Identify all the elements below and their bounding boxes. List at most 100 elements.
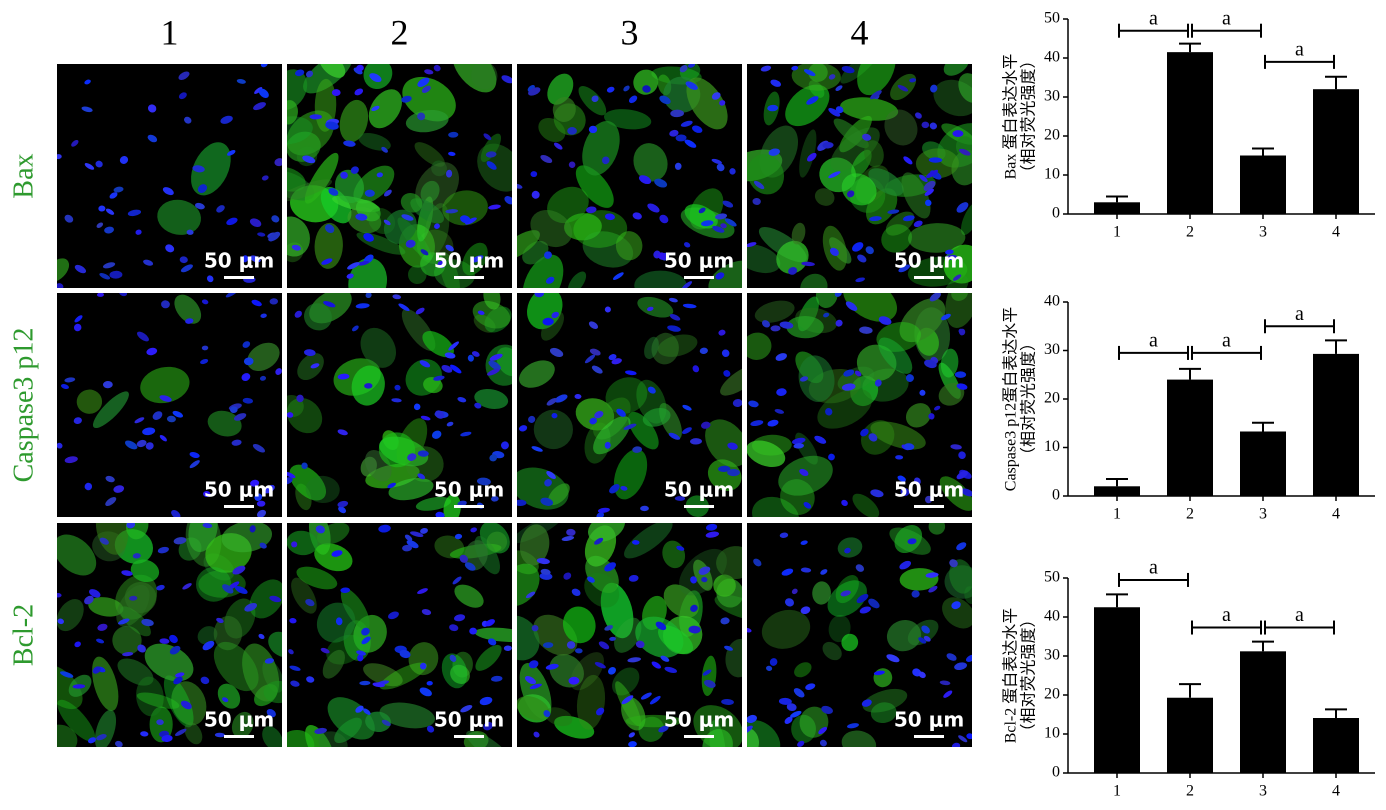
nucleus [930,84,938,93]
nucleus [96,734,107,741]
nucleus [903,443,915,451]
nucleus [325,224,335,233]
nucleus [950,444,962,450]
nucleus [135,229,142,235]
green-signal [57,664,83,710]
green-signal [686,77,728,130]
nucleus [835,106,844,114]
nucleus [878,316,892,325]
scale-bar-label: 50 μm [894,478,964,502]
green-signal [221,523,273,553]
green-signal [615,681,642,727]
green-signal [408,642,439,676]
green-signal [791,714,816,743]
nucleus [704,679,716,688]
green-signal [452,64,497,93]
nucleus [531,446,543,452]
nucleus [870,489,884,498]
significance-label: a [1222,604,1231,626]
nucleus [185,318,194,324]
nucleus [528,87,541,96]
nucleus [162,187,174,196]
significance-label: a [1222,330,1231,352]
green-signal [474,388,509,409]
green-signal [305,724,335,747]
nucleus [845,301,858,311]
green-signal [348,257,388,288]
nucleus [720,223,727,229]
nucleus [232,565,246,575]
green-signal [360,327,397,368]
nucleus [325,121,339,130]
column-label: 4 [851,12,869,52]
nucleus [595,707,605,716]
nucleus [234,585,248,595]
nucleus [928,157,943,163]
nucleus [760,65,772,72]
nucleus [74,315,83,323]
green-signal [943,244,972,284]
nucleus [142,427,156,436]
green-signal [576,674,606,730]
nucleus [769,658,778,666]
nucleus [925,199,932,207]
nucleus [868,433,878,442]
nucleus [294,69,305,77]
nucleus [873,670,885,676]
nucleus [698,566,711,575]
nucleus [568,161,576,168]
green-signal [857,64,896,96]
nucleus [156,584,165,591]
nucleus [702,669,712,676]
nucleus [566,528,576,536]
green-signal [600,582,634,639]
green-signal [519,524,550,566]
y-tick-label: 50 [1044,10,1060,27]
micrograph [287,293,512,517]
nucleus [542,642,554,648]
nucleus [81,106,93,113]
nucleus [540,497,554,506]
nucleus [805,683,816,690]
nucleus [820,569,828,575]
nucleus [959,328,966,336]
green-signal [287,131,321,162]
nucleus [869,216,882,222]
nucleus [410,531,424,538]
nucleus [200,676,210,685]
green-signal [644,336,659,360]
green-signal [296,566,338,590]
nucleus [919,389,926,396]
nucleus [715,213,728,220]
nucleus [441,364,453,373]
nucleus [676,545,685,551]
nucleus [269,595,282,603]
nucleus [485,151,497,158]
nucleus [843,369,855,377]
y-tick-label: 40 [1044,608,1060,625]
green-signal [249,579,282,619]
nucleus [431,430,442,439]
bar [1094,202,1140,214]
nucleus [770,325,781,332]
nucleus [591,95,599,103]
nucleus [249,255,261,263]
nucleus [487,638,497,646]
nucleus [701,577,708,583]
nucleus [105,475,115,483]
nucleus [241,255,249,263]
y-axis-label: （相对荧光强度） [1020,52,1038,180]
nucleus [928,585,938,593]
nucleus [356,64,364,72]
green-signal [547,73,574,105]
nucleus [471,351,480,357]
nucleus [856,593,869,604]
nucleus [57,593,62,598]
green-signal [188,523,218,553]
green-signal [262,726,282,747]
nucleus [721,349,730,357]
nucleus [419,662,427,670]
nucleus [260,64,268,68]
nucleus [73,417,82,425]
